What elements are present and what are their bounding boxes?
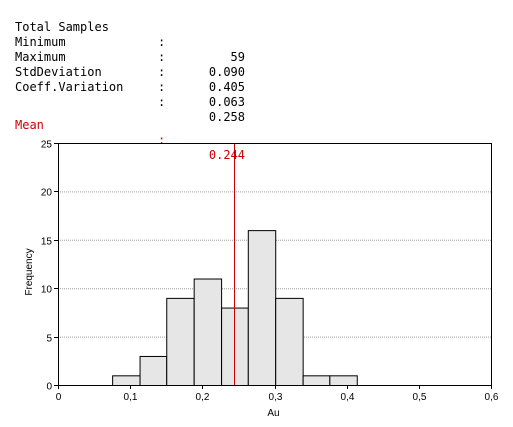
stat-colon: : (158, 50, 166, 64)
mean-value: 0.244 (208, 148, 245, 162)
stat-colon: : (158, 80, 166, 94)
y-tick-label: 5 (46, 334, 52, 345)
x-axis-title: Au (267, 408, 279, 419)
histogram-bar (302, 375, 331, 387)
stat-colon: : (158, 65, 166, 79)
histogram-bar (112, 375, 141, 387)
y-tick-label: 25 (41, 140, 53, 151)
histogram-bar (166, 297, 195, 387)
stat-colon: : (158, 95, 166, 109)
y-tick-label: 15 (41, 237, 53, 248)
stat-colon: : (158, 35, 166, 49)
histogram-bar (247, 230, 277, 386)
stat-value: 0.258 (208, 110, 245, 124)
x-tick-label: 0,3 (269, 392, 283, 403)
x-tick-label: 0,5 (413, 392, 427, 403)
y-tick-label: 0 (46, 382, 52, 393)
stat-row-coeff-variation: Coeff.Variation : 0.258 (15, 65, 245, 124)
histogram-bar (275, 297, 304, 387)
histogram-bar (193, 278, 223, 386)
stat-label: StdDeviation (15, 65, 102, 79)
stat-label: Maximum (15, 50, 66, 64)
stat-value: 0.405 (208, 80, 245, 94)
stat-label: Minimum (15, 35, 66, 49)
x-tick-label: 0,6 (485, 392, 499, 403)
histogram-bar (329, 375, 358, 387)
mean-label: Mean (15, 118, 44, 132)
x-axis-ticks: 0 0,1 0,2 0,3 0,4 0,5 0,6 (56, 385, 499, 403)
y-tick-label: 20 (41, 188, 53, 199)
x-tick-label: 0,4 (341, 392, 355, 403)
stat-label: Total Samples (15, 20, 109, 34)
histogram-bar (139, 355, 168, 386)
stat-row-total-samples: Total Samples : 59 (15, 5, 245, 64)
y-axis-title: Frequency (24, 248, 35, 295)
x-tick-label: 0,1 (124, 392, 138, 403)
stat-row-maximum: Maximum : 0.405 (15, 35, 245, 94)
stat-row-std-deviation: StdDeviation : 0.063 (15, 50, 245, 109)
y-axis-ticks: 0 5 10 15 20 25 (41, 140, 58, 393)
stat-value: 59 (230, 50, 245, 64)
statistics-panel: Total Samples : 59 Minimum : 0.090 Maxim… (15, 5, 245, 162)
stat-value: 0.063 (208, 95, 245, 109)
stat-label: Coeff.Variation (15, 80, 124, 94)
x-tick-label: 0 (56, 392, 62, 403)
stat-value: 0.090 (208, 65, 245, 79)
stat-row-minimum: Minimum : 0.090 (15, 20, 245, 79)
x-tick-label: 0,2 (196, 392, 210, 403)
mean-colon: : (158, 133, 166, 147)
stat-row-mean: Mean : 0.244 (15, 103, 255, 162)
y-tick-label: 10 (41, 285, 53, 296)
